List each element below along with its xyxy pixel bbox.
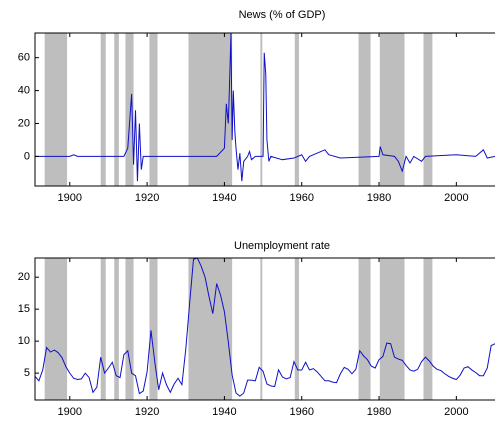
shaded-period — [379, 258, 405, 400]
shaded-period — [358, 33, 371, 186]
y-tick-label: 10 — [18, 335, 30, 347]
shaded-period — [149, 33, 158, 186]
x-tick-label: 1980 — [367, 406, 391, 418]
plot-area — [35, 258, 495, 397]
shaded-period — [114, 33, 119, 186]
x-tick-label: 1980 — [367, 192, 391, 204]
x-tick-label: 2000 — [444, 406, 468, 418]
shaded-period — [44, 258, 68, 400]
data-line — [35, 33, 495, 182]
shaded-period — [188, 258, 233, 400]
y-tick-label: 0 — [24, 150, 30, 162]
shaded-period — [423, 33, 433, 186]
shaded-period — [114, 258, 119, 400]
x-tick-label: 2000 — [444, 192, 468, 204]
shaded-period — [125, 258, 134, 400]
shaded-period — [294, 258, 300, 400]
shaded-period — [125, 33, 134, 186]
shaded-period — [260, 258, 263, 400]
y-tick-label: 60 — [18, 52, 30, 64]
x-tick-label: 1960 — [289, 406, 313, 418]
x-tick-label: 1960 — [289, 192, 313, 204]
x-tick-label: 1920 — [135, 406, 159, 418]
x-tick-label: 1920 — [135, 192, 159, 204]
shaded-period — [100, 33, 106, 186]
shaded-period — [100, 258, 106, 400]
plot-area — [35, 33, 495, 182]
y-tick-label: 5 — [24, 367, 30, 379]
y-tick-label: 40 — [18, 84, 30, 96]
axes-frame — [34, 257, 495, 401]
data-line — [35, 258, 495, 397]
panel-title: News (% of GDP) — [239, 9, 326, 21]
shaded-period — [44, 33, 68, 186]
shaded-period — [358, 258, 371, 400]
shaded-period — [188, 33, 233, 186]
shaded-period — [260, 33, 263, 186]
shaded-period — [149, 258, 158, 400]
shaded-period — [294, 33, 300, 186]
shaded-period — [379, 33, 405, 186]
x-tick-label: 1940 — [212, 406, 236, 418]
panel-title: Unemployment rate — [234, 240, 330, 252]
shaded-period — [423, 258, 433, 400]
x-tick-label: 1900 — [58, 406, 82, 418]
y-tick-label: 20 — [18, 117, 30, 129]
y-tick-label: 15 — [18, 303, 30, 315]
x-tick-label: 1900 — [58, 192, 82, 204]
x-tick-label: 1940 — [212, 192, 236, 204]
y-tick-label: 20 — [18, 271, 30, 283]
axes-frame — [34, 32, 495, 187]
